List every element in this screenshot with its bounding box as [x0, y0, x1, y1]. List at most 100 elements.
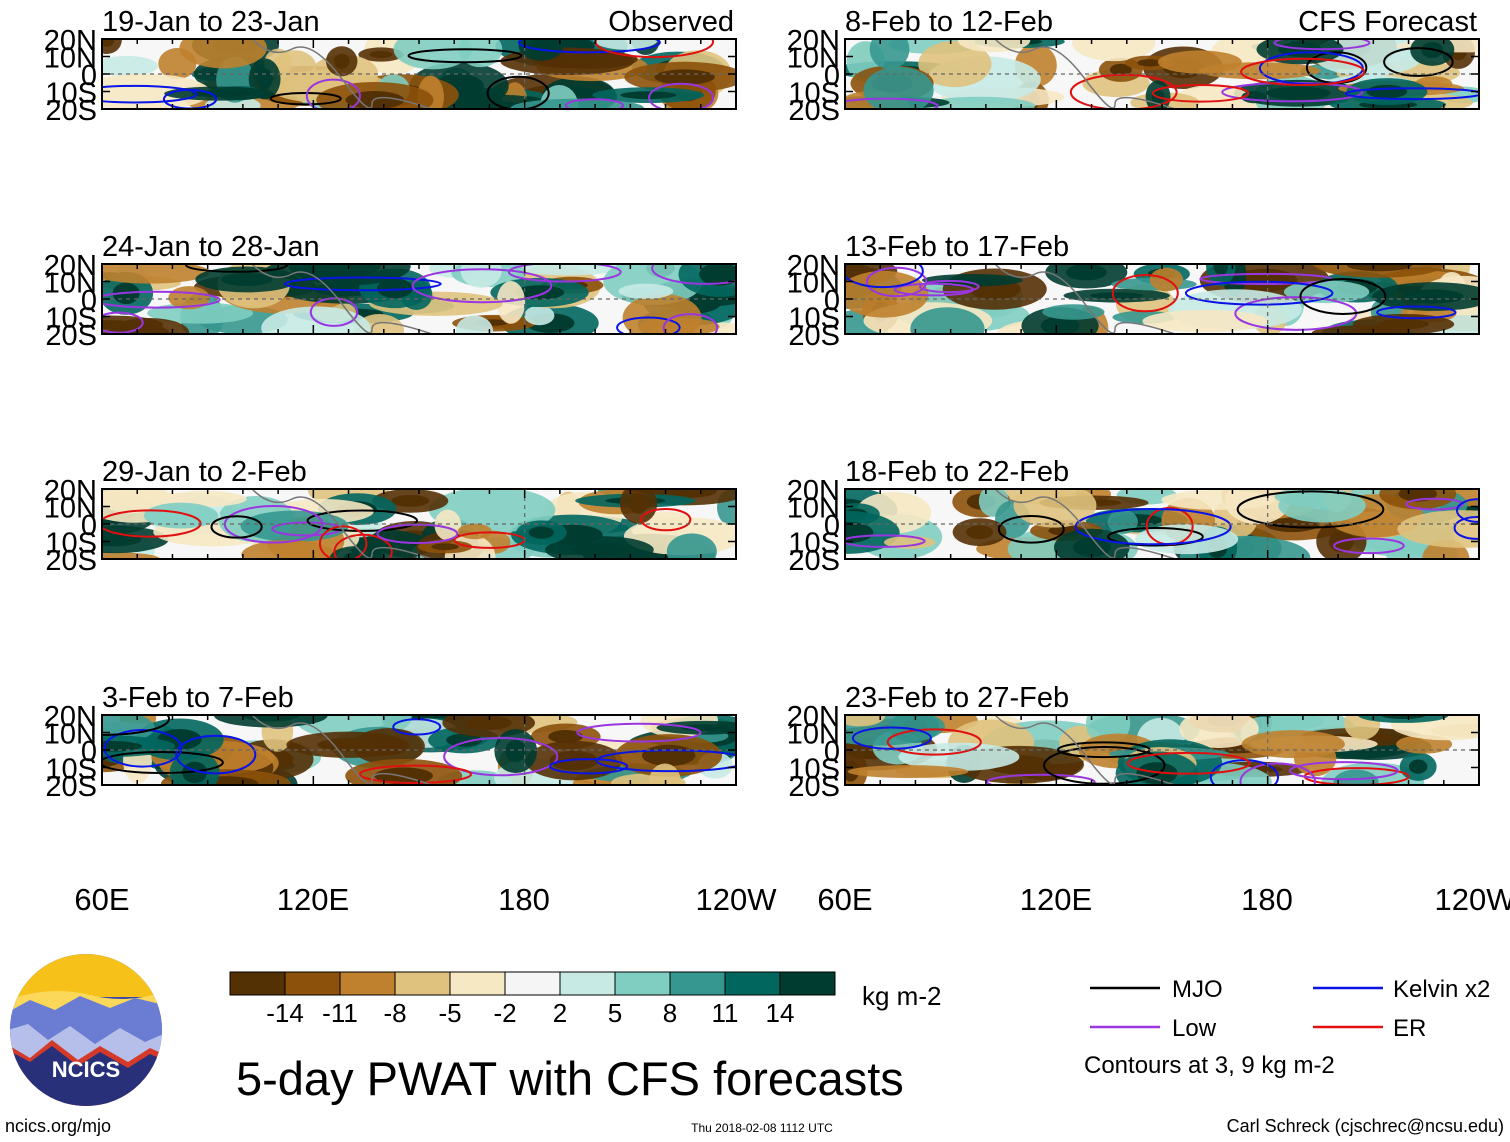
anomaly-blob [1397, 510, 1479, 548]
contour-line [102, 84, 198, 104]
y-tick-label: 20S [788, 95, 840, 127]
anomaly-blob [1142, 309, 1269, 333]
y-tick-label: 20N [787, 475, 840, 507]
anomaly-blob [1107, 509, 1138, 534]
legend-label-low: Low [1172, 1015, 1217, 1042]
contour-line [986, 773, 1096, 785]
contour-line [376, 523, 459, 545]
contour-line [1152, 83, 1250, 103]
contour-line [1453, 515, 1479, 540]
anomaly-blob [102, 55, 158, 77]
anomaly-core [369, 50, 393, 59]
anomaly-core [548, 730, 584, 744]
contour-line [392, 718, 442, 736]
colorbar-tick-label: 8 [663, 998, 677, 1028]
y-tick-label: 10S [45, 754, 97, 786]
y-tick-label: 20S [45, 771, 97, 803]
panel-title: 24-Jan to 28-Jan [102, 231, 320, 263]
anomaly-core [431, 543, 459, 551]
y-tick-label: 10S [788, 303, 840, 335]
colorbar-swatch [504, 971, 561, 996]
y-tick-label: 10N [44, 268, 97, 300]
y-tick-label: 10N [787, 268, 840, 300]
anomaly-blob [102, 552, 160, 559]
y-tick-label: 0 [81, 736, 97, 768]
anomaly-blob [1390, 715, 1479, 741]
colorbar-swatch [559, 971, 616, 996]
y-tick-label: 10N [44, 493, 97, 525]
contour-line [919, 279, 980, 294]
contour-line [616, 316, 681, 334]
anomaly-core [102, 740, 142, 752]
anomaly-core [528, 526, 555, 539]
pwat-field [845, 715, 1479, 785]
anomaly-core [1402, 289, 1464, 304]
y-tick-label: 10N [787, 43, 840, 75]
logo-text: NCICS [52, 1057, 120, 1082]
x-axis-labels-right: 60E 120E 180 120W [817, 882, 1510, 917]
contour-line [1333, 537, 1405, 555]
anomaly-blob [102, 264, 210, 284]
colorbar-tick-label: 11 [712, 998, 739, 1028]
anomaly-blob [241, 540, 336, 559]
contour-line [1344, 87, 1479, 101]
anomaly-core [629, 493, 648, 514]
anomaly-blob [1161, 489, 1275, 510]
contour-line [102, 715, 171, 736]
y-tick-label: 20S [788, 545, 840, 577]
contour-line [1376, 305, 1457, 320]
panel-title: 3-Feb to 7-Feb [102, 682, 294, 714]
anomaly-blob [434, 509, 462, 541]
x-tick-label: 120E [1020, 882, 1092, 917]
coastline [251, 715, 433, 785]
colorbar-tick-label: 2 [553, 998, 567, 1028]
contour-line [407, 48, 523, 64]
contour-line [305, 78, 361, 109]
colorbar-units: kg m-2 [862, 981, 941, 1011]
contour-line [1107, 526, 1204, 547]
anomaly-core [220, 273, 273, 286]
anomaly-blob [1333, 769, 1379, 785]
contour-line [486, 75, 550, 109]
y-tick-label: 10N [787, 493, 840, 525]
anomaly-core [562, 54, 613, 65]
anomaly-core [102, 320, 137, 330]
y-tick-label: 0 [81, 285, 97, 317]
anomaly-core [333, 53, 350, 69]
contour-line [507, 264, 622, 283]
colorbar-tick-label: 5 [608, 998, 622, 1028]
anomaly-core [620, 91, 677, 100]
coastline [251, 39, 433, 109]
coastline [994, 39, 1176, 109]
anomaly-core [317, 738, 379, 752]
anomaly-core [966, 525, 994, 540]
y-tick-label: 0 [81, 510, 97, 542]
anomaly-blob [845, 715, 886, 727]
anomaly-blob [240, 510, 349, 542]
contour-line [648, 82, 715, 109]
pwat-field [102, 264, 736, 334]
pwat-field [102, 715, 736, 785]
contour-line [1273, 39, 1371, 51]
anomaly-blob [1241, 730, 1345, 758]
x-tick-label: 120W [696, 882, 778, 917]
coastline [994, 264, 1176, 334]
y-tick-label: 10S [45, 303, 97, 335]
colorbar-swatch [339, 971, 396, 996]
coastline [251, 264, 433, 334]
contour-note: Contours at 3, 9 kg m-2 [1084, 1052, 1335, 1079]
legend-label-mjo: MJO [1172, 976, 1223, 1003]
anomaly-core [465, 715, 512, 730]
anomaly-core [1408, 759, 1428, 774]
y-tick-label: 0 [824, 60, 840, 92]
footer-right: Carl Schreck (cjschrec@ncsu.edu) [1227, 1116, 1504, 1136]
anomaly-core [699, 264, 736, 286]
y-tick-label: 20N [787, 250, 840, 282]
y-tick-label: 20S [45, 320, 97, 352]
contour-line [318, 525, 368, 559]
contour-line [651, 264, 736, 285]
y-tick-label: 10N [787, 719, 840, 751]
anomaly-core [680, 724, 729, 732]
